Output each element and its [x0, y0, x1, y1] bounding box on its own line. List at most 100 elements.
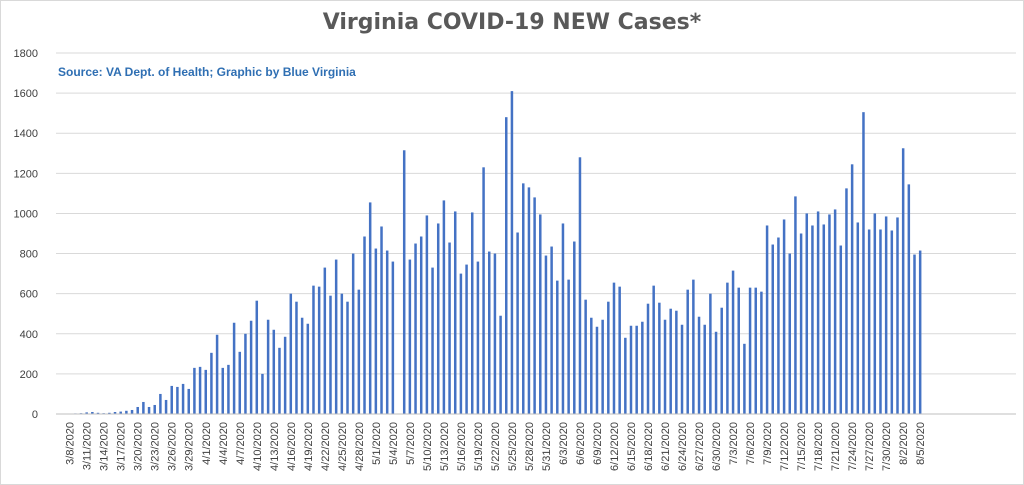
- bar: [465, 264, 468, 414]
- x-tick-label: 7/21/2020: [830, 422, 842, 471]
- bar: [159, 393, 162, 414]
- x-tick-label: 7/9/2020: [762, 422, 774, 465]
- x-tick-label: 6/3/2020: [558, 422, 570, 465]
- x-tick-label: 7/24/2020: [847, 422, 859, 471]
- x-tick-label: 6/6/2020: [575, 422, 587, 465]
- bar: [244, 333, 247, 414]
- bar: [669, 308, 672, 414]
- bar: [658, 302, 661, 414]
- x-tick-label: 8/5/2020: [915, 422, 927, 465]
- bar: [108, 412, 111, 414]
- bar: [419, 236, 423, 414]
- bar: [692, 279, 695, 414]
- bar: [476, 261, 480, 414]
- bar: [794, 196, 797, 414]
- bar: [896, 217, 899, 414]
- bar: [368, 202, 372, 414]
- bar: [340, 293, 344, 414]
- bar: [317, 286, 321, 414]
- bar: [193, 367, 196, 414]
- x-tick-label: 3/23/2020: [150, 422, 162, 471]
- bar: [522, 183, 525, 414]
- bar: [680, 324, 684, 414]
- bar: [748, 287, 752, 414]
- bar: [901, 148, 905, 414]
- bar: [601, 319, 604, 414]
- bar: [453, 211, 457, 414]
- y-tick-label: 200: [20, 369, 38, 381]
- x-tick-label: 6/12/2020: [609, 422, 621, 471]
- x-tick-label: 5/13/2020: [439, 422, 451, 471]
- bar: [215, 334, 219, 414]
- bar: [907, 184, 911, 414]
- bar: [743, 343, 746, 414]
- x-tick-label: 4/25/2020: [337, 422, 349, 471]
- bars: [62, 91, 922, 415]
- x-tick-label: 5/25/2020: [507, 422, 519, 471]
- bar: [629, 325, 633, 414]
- bar: [357, 289, 361, 414]
- bar: [425, 215, 429, 414]
- bar: [198, 366, 202, 414]
- x-tick-label: 7/15/2020: [796, 422, 808, 471]
- bar: [590, 317, 593, 414]
- y-tick-label: 1800: [14, 48, 38, 60]
- bar: [323, 267, 327, 414]
- bar: [261, 373, 264, 414]
- bar: [289, 293, 293, 414]
- x-tick-label: 4/22/2020: [320, 422, 332, 471]
- bar: [334, 259, 338, 414]
- bar: [385, 250, 389, 414]
- x-tick-label: 5/10/2020: [422, 422, 434, 471]
- bar: [402, 150, 406, 414]
- bar: [828, 214, 831, 414]
- x-tick-label: 6/24/2020: [677, 422, 689, 471]
- bar: [873, 213, 877, 414]
- bar: [805, 213, 809, 414]
- bar: [380, 226, 383, 414]
- bar: [856, 222, 860, 414]
- bar: [130, 409, 134, 414]
- bar: [737, 287, 740, 414]
- bar: [470, 212, 474, 414]
- x-tick-label: 5/16/2020: [456, 422, 468, 471]
- bar: [391, 261, 395, 414]
- bar: [113, 411, 117, 414]
- x-tick-label: 4/28/2020: [354, 422, 366, 471]
- bar: [578, 157, 582, 415]
- chart-source-note: Source: VA Dept. of Health; Graphic by B…: [58, 65, 356, 79]
- bar: [329, 295, 332, 414]
- x-tick-label: 7/6/2020: [745, 422, 757, 465]
- bar: [306, 323, 310, 414]
- bar: [448, 242, 451, 414]
- bar: [374, 248, 378, 414]
- bar: [884, 216, 888, 414]
- bar: [641, 321, 644, 414]
- bar: [686, 289, 689, 414]
- bar: [913, 254, 916, 414]
- bar: [187, 388, 190, 414]
- bar: [488, 251, 491, 414]
- x-tick-label: 4/10/2020: [252, 422, 264, 471]
- bar: [499, 315, 502, 414]
- bar: [516, 232, 519, 414]
- bar: [714, 331, 718, 414]
- x-tick-label: 3/29/2020: [184, 422, 196, 471]
- bar: [697, 316, 701, 414]
- bar: [85, 412, 88, 414]
- bar: [788, 253, 792, 414]
- x-tick-label: 4/7/2020: [235, 422, 247, 465]
- x-axis-ticks: 3/8/2020 3/11/2020 3/14/2020 3/17/2020 3/20/…: [65, 422, 927, 471]
- x-tick-label: 5/4/2020: [388, 422, 400, 465]
- bar: [703, 324, 706, 414]
- bar: [822, 224, 826, 414]
- x-tick-label: 5/19/2020: [473, 422, 485, 471]
- bar: [731, 270, 735, 414]
- bar: [278, 347, 281, 414]
- bar: [249, 320, 253, 414]
- x-tick-label: 6/15/2020: [626, 422, 638, 471]
- x-tick-label: 5/31/2020: [541, 422, 553, 471]
- bar: [760, 291, 763, 414]
- bar: [890, 230, 894, 414]
